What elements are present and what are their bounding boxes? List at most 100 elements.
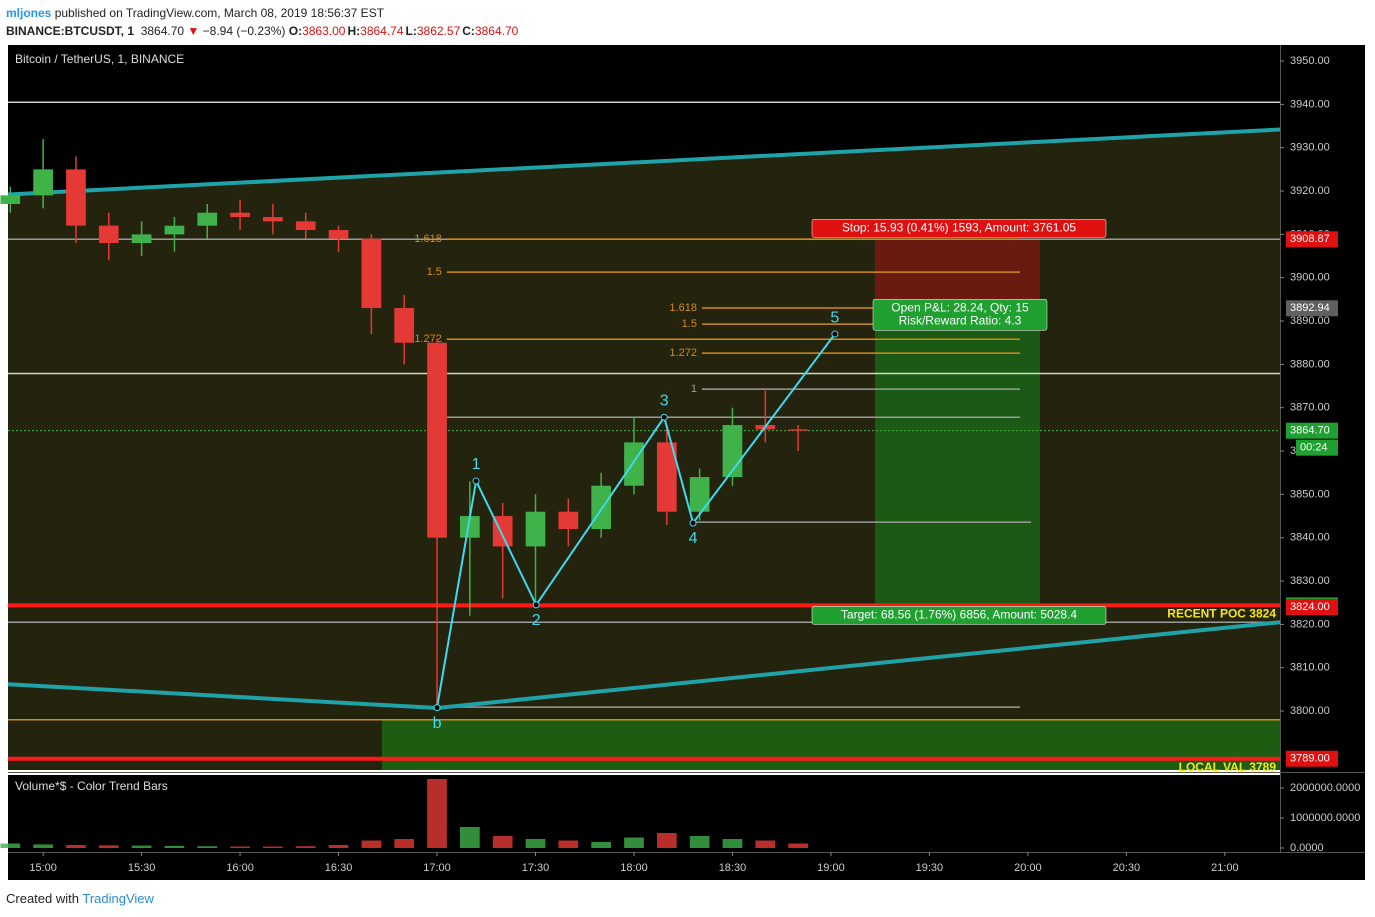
candle-body <box>624 442 644 486</box>
volume-bar <box>558 840 579 849</box>
y-tick-label: 3880.00 <box>1290 358 1330 370</box>
volume-bar <box>164 845 185 849</box>
y-tick-label: 3950.00 <box>1290 55 1330 67</box>
y-tick-label: 3800.00 <box>1290 705 1330 717</box>
price-label-bg <box>1286 422 1338 439</box>
fib-label: 1.272 <box>669 347 697 359</box>
y-tick-label: 3840.00 <box>1290 532 1330 544</box>
target-label-text: Target: 68.56 (1.76%) 6856, Amount: 5028… <box>841 608 1077 622</box>
ohlc-key: L: <box>405 24 417 38</box>
brand[interactable]: TradingView <box>82 891 154 906</box>
fib-label: 1.5 <box>682 318 697 330</box>
stop-label: Stop: 15.93 (0.41%) 1593, Amount: 3761.0… <box>811 219 1107 238</box>
candle-body <box>66 169 86 226</box>
y-tick-label: 1000000.0000 <box>1290 812 1360 824</box>
y-tick-label: 3940.00 <box>1290 98 1330 110</box>
x-tick-label: 16:00 <box>226 862 254 874</box>
stop-label-text: Stop: 15.93 (0.41%) 1593, Amount: 3761.0… <box>842 220 1076 234</box>
symbol: BINANCE:BTCUSDT, 1 <box>6 24 135 38</box>
header: mljones published on TradingView.com, Ma… <box>6 4 520 40</box>
volume-bar <box>98 845 119 849</box>
stop-zone <box>874 239 1041 309</box>
author[interactable]: mljones <box>6 6 52 20</box>
y-tick-label: 3830.00 <box>1290 575 1330 587</box>
candle-body <box>427 342 447 538</box>
price-label: 3892.94 <box>1290 302 1330 314</box>
time-axis <box>8 852 1365 880</box>
created: Created with <box>6 891 79 906</box>
wave-point <box>689 519 697 527</box>
chart-title: Bitcoin / TetherUS, 1, BINANCE <box>15 52 184 66</box>
volume-bar <box>689 836 710 849</box>
y-tick-label: 3820.00 <box>1290 618 1330 630</box>
volume-bar <box>722 839 743 849</box>
x-tick-label: 17:30 <box>522 862 550 874</box>
x-tick-label: 20:00 <box>1014 862 1042 874</box>
countdown: 00:24 <box>1300 442 1328 454</box>
level-label: LOCAL VAL 3789 <box>1179 760 1277 774</box>
candle-body <box>131 234 152 244</box>
ohlc-key: C: <box>462 24 475 38</box>
ohlc-value: 3863.00 <box>302 24 346 38</box>
price-label-bg <box>1286 599 1338 616</box>
candle-body <box>361 238 382 309</box>
y-tick-label: 0.0000 <box>1290 842 1324 854</box>
arrow: ▼ <box>187 24 200 38</box>
price-label: 3908.87 <box>1290 233 1330 245</box>
level-label: RECENT POC 3824 <box>1167 607 1276 621</box>
x-tick-label: 18:00 <box>620 862 648 874</box>
countdown-bg <box>1296 439 1338 456</box>
y-tick-label: 3810.00 <box>1290 662 1330 674</box>
price-label: 3864.70 <box>1290 425 1330 437</box>
y-tick-label: 2000000.0000 <box>1290 782 1360 794</box>
ohlc-value: 3862.57 <box>416 24 461 38</box>
x-tick-label: 21:00 <box>1211 862 1239 874</box>
header-line: mljones published on TradingView.com, Ma… <box>6 4 520 22</box>
candle-body <box>197 212 218 226</box>
candle-body <box>591 485 612 530</box>
wave-label: 5 <box>830 309 839 326</box>
ohlc-key: H: <box>347 24 361 38</box>
pnl-label-text: Open P&L: 28.24, Qty: 15 <box>891 300 1029 314</box>
x-tick-label: 18:30 <box>719 862 747 874</box>
volume-bar <box>361 840 382 849</box>
volume-bar <box>525 839 546 849</box>
pnl-label-bg <box>872 299 1048 331</box>
x-tick-label: 19:30 <box>916 862 944 874</box>
wave-line <box>436 333 836 708</box>
wave-point <box>532 601 540 609</box>
pnl-label-text: Risk/Reward Ratio: 4.3 <box>899 313 1022 327</box>
trendline <box>7 127 1281 197</box>
volume-bar <box>591 842 612 849</box>
target-label-bg <box>811 606 1107 625</box>
change: −8.94 (−0.23%) <box>202 24 286 38</box>
wave-label: 1 <box>472 456 481 473</box>
volume-bar <box>624 837 644 849</box>
x-tick-label: 20:30 <box>1113 862 1141 874</box>
chart: 3800.00 3810.00 3820.00 3830.00 3840.00 3850.… <box>0 45 1365 880</box>
volume-title: Volume*$ - Color Trend Bars <box>15 779 168 793</box>
candle-body <box>689 477 710 512</box>
candle-body <box>656 442 677 512</box>
price-label-bg <box>1286 231 1338 248</box>
stop-label-bg <box>811 219 1107 238</box>
volume-bar <box>755 840 776 849</box>
fib-label: 1 <box>691 383 697 395</box>
volume-bar <box>427 778 447 849</box>
candle-body <box>230 212 250 218</box>
ohlc-value: 3864.74 <box>360 24 404 38</box>
target-label: Target: 68.56 (1.76%) 6856, Amount: 5028… <box>811 606 1107 625</box>
candle-body <box>33 169 53 196</box>
volume-bar <box>460 827 480 849</box>
x-tick-label: 19:00 <box>817 862 845 874</box>
x-tick-label: 15:00 <box>29 862 57 874</box>
price-label: 3824.00 <box>1290 601 1330 613</box>
candle-body <box>98 225 119 244</box>
ohlc: O:3863.00 H:3864.74 L:3862.57 C:3864.70 <box>289 24 521 38</box>
candle-body <box>788 429 808 431</box>
candle-body <box>525 511 546 547</box>
val-zone <box>381 719 1280 770</box>
candle-body <box>558 511 579 530</box>
